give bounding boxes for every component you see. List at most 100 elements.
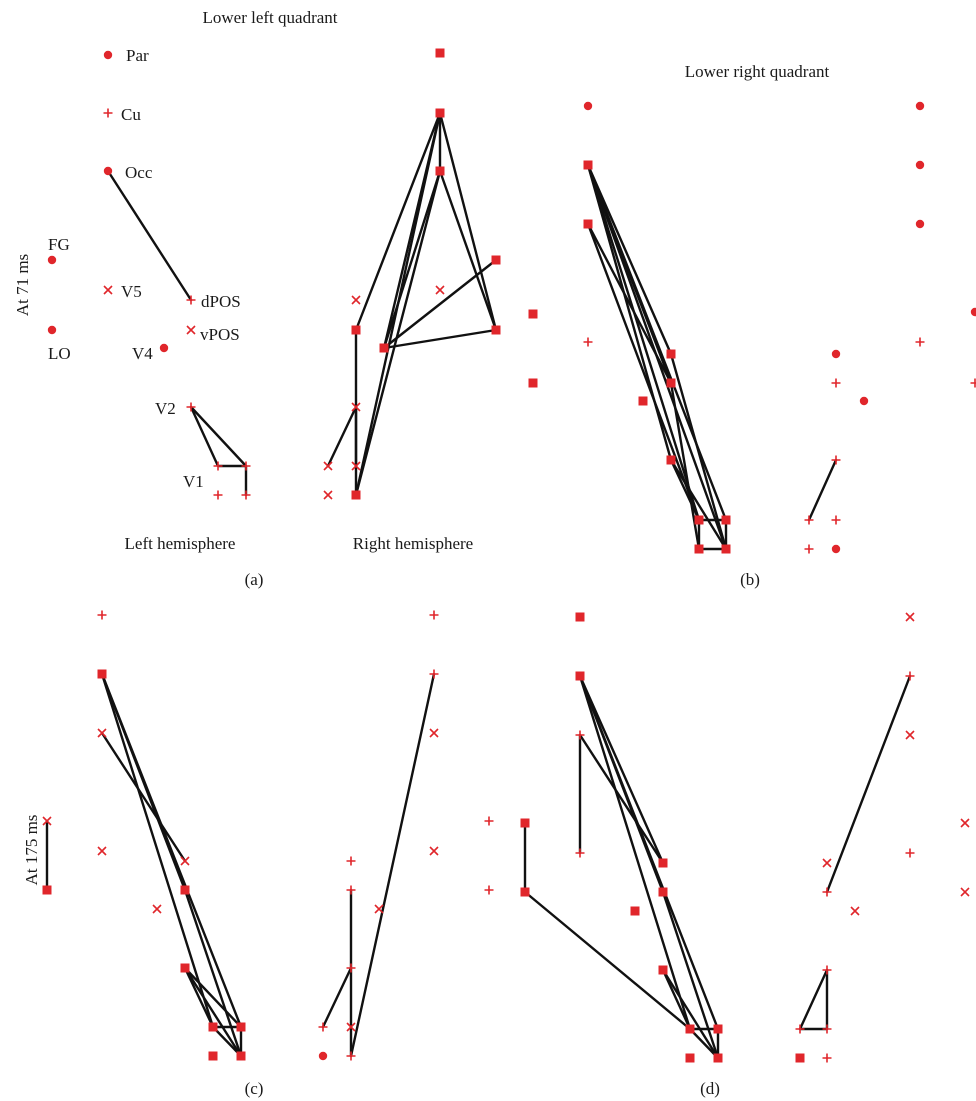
- region-node-square: [721, 515, 731, 525]
- region-node-circle: [47, 325, 57, 335]
- connection-edge: [183, 966, 215, 1029]
- panel-b-label: (b): [740, 570, 760, 589]
- region-label-v2: V2: [155, 399, 176, 418]
- connection-edges: [45, 111, 912, 1060]
- region-node-square: [208, 1051, 218, 1061]
- region-node-square: [379, 343, 389, 353]
- connection-edge: [326, 405, 358, 468]
- region-node-square: [520, 818, 530, 828]
- connection-edge: [661, 968, 720, 1060]
- region-node-cross: [323, 461, 333, 471]
- connection-edge: [807, 458, 838, 522]
- region-node-square: [721, 544, 731, 554]
- region-node-plus: [346, 856, 356, 866]
- region-node-plus: [575, 848, 585, 858]
- connection-edge: [354, 111, 442, 332]
- connection-edge: [438, 111, 498, 332]
- region-node-plus: [822, 1053, 832, 1063]
- connection-edge: [321, 966, 353, 1029]
- region-node-square: [630, 906, 640, 916]
- lower-left-quadrant-title: Lower left quadrant: [203, 8, 338, 27]
- region-node-cross: [103, 285, 113, 295]
- connection-edge: [382, 169, 442, 350]
- connection-edge: [825, 674, 912, 894]
- region-label-v1: V1: [183, 472, 204, 491]
- region-node-plus: [804, 544, 814, 554]
- region-node-square: [528, 378, 538, 388]
- region-node-circle: [103, 166, 113, 176]
- region-node-circle: [915, 219, 925, 229]
- region-node-plus: [318, 1022, 328, 1032]
- region-node-square: [435, 108, 445, 118]
- region-node-cross: [323, 490, 333, 500]
- panel-c-label: (c): [245, 1079, 264, 1098]
- connection-edge: [669, 458, 728, 551]
- region-node-square: [666, 349, 676, 359]
- region-node-cross: [850, 906, 860, 916]
- region-node-plus: [97, 610, 107, 620]
- region-node-square: [42, 885, 52, 895]
- region-node-cross: [960, 887, 970, 897]
- connection-edge: [354, 169, 442, 497]
- connection-edge: [183, 888, 243, 1058]
- connection-edge: [578, 674, 720, 1031]
- region-node-plus: [213, 490, 223, 500]
- panel-a-label: (a): [245, 570, 264, 589]
- connection-edge: [578, 674, 692, 1031]
- region-nodes: [42, 48, 976, 1063]
- region-node-plus: [346, 885, 356, 895]
- region-node-square: [658, 965, 668, 975]
- region-node-cross: [351, 402, 361, 412]
- connection-edge: [688, 1027, 720, 1060]
- region-node-plus: [484, 885, 494, 895]
- region-node-plus: [905, 671, 915, 681]
- region-node-circle: [970, 307, 976, 317]
- connection-edge: [586, 222, 701, 522]
- region-node-cross: [346, 1022, 356, 1032]
- connection-edge: [578, 733, 665, 865]
- region-node-cross: [180, 856, 190, 866]
- region-node-cross: [152, 904, 162, 914]
- region-node-plus: [213, 461, 223, 471]
- region-label-v5: V5: [121, 282, 142, 301]
- region-node-square: [180, 963, 190, 973]
- region-node-square: [351, 490, 361, 500]
- region-node-square: [208, 1022, 218, 1032]
- region-node-plus: [346, 1051, 356, 1061]
- region-node-cross: [429, 728, 439, 738]
- connection-edge: [183, 966, 243, 1058]
- region-node-cross: [351, 295, 361, 305]
- region-node-cross: [429, 846, 439, 856]
- region-node-square: [795, 1053, 805, 1063]
- region-node-plus: [822, 1024, 832, 1034]
- region-node-square: [491, 325, 501, 335]
- region-node-square: [435, 48, 445, 58]
- region-node-square: [351, 325, 361, 335]
- region-node-plus: [241, 461, 251, 471]
- region-node-square: [575, 671, 585, 681]
- region-node-square: [638, 396, 648, 406]
- connection-edge: [100, 672, 243, 1029]
- connection-edge: [586, 163, 701, 522]
- region-node-plus: [429, 610, 439, 620]
- connection-edge: [100, 672, 215, 1029]
- region-node-plus: [831, 515, 841, 525]
- region-node-square: [528, 309, 538, 319]
- region-node-cross: [822, 858, 832, 868]
- connection-edge: [586, 222, 673, 385]
- region-node-circle: [915, 160, 925, 170]
- region-node-plus: [822, 887, 832, 897]
- region-node-square: [694, 544, 704, 554]
- connection-edge: [578, 674, 665, 865]
- region-node-cross: [435, 285, 445, 295]
- region-node-square: [97, 669, 107, 679]
- connection-edge: [211, 1025, 243, 1058]
- region-node-circle: [47, 255, 57, 265]
- region-node-plus: [915, 337, 925, 347]
- region-node-circle: [915, 101, 925, 111]
- region-node-circle: [159, 343, 169, 353]
- region-node-cross: [186, 325, 196, 335]
- region-node-plus: [804, 515, 814, 525]
- region-node-plus: [831, 455, 841, 465]
- region-node-plus: [822, 965, 832, 975]
